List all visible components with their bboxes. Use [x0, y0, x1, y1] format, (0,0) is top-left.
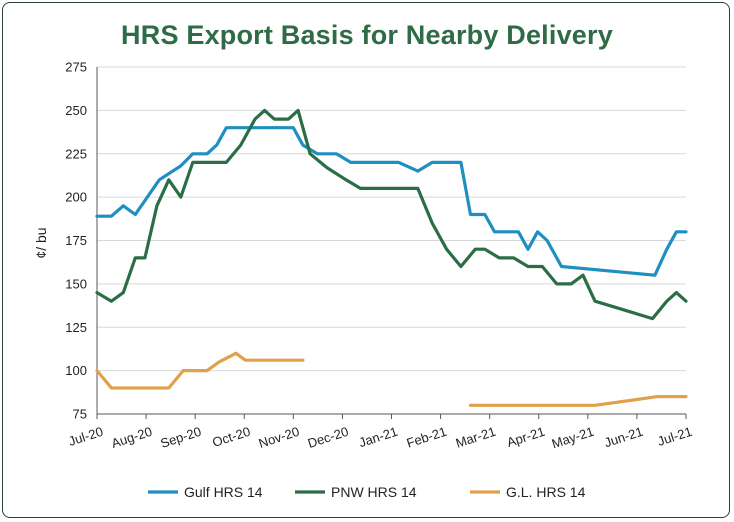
x-tick-label: Apr-21	[505, 424, 547, 450]
y-tick-label: 275	[65, 60, 87, 75]
x-tick-label: May-21	[550, 424, 596, 452]
x-tick-label: Jul-20	[67, 424, 105, 449]
x-tick-label: Nov-20	[257, 424, 302, 451]
grid	[97, 66, 686, 372]
y-tick-label: 125	[65, 320, 87, 335]
x-tick-label: Oct-20	[210, 424, 252, 450]
series-line-g-l-hrs-14	[95, 351, 305, 390]
y-tick-label: 150	[65, 276, 87, 291]
series-line-g-l-hrs-14	[468, 395, 688, 407]
y-tick-label: 250	[65, 103, 87, 118]
legend-label-pnw-hrs-14: PNW HRS 14	[331, 484, 417, 500]
x-tick-label: Mar-21	[454, 424, 498, 451]
y-tick-label: 75	[73, 407, 87, 422]
legend-label-gulf-hrs-14: Gulf HRS 14	[184, 484, 263, 500]
y-axis-label: ¢/ bu	[33, 227, 49, 258]
x-tick-label: Dec-20	[306, 424, 351, 451]
y-tick-label: 200	[65, 190, 87, 205]
chart-title: HRS Export Basis for Nearby Delivery	[121, 20, 613, 50]
x-tick-labels: Jul-20 Aug-20 Sep-20 Oct-20 Nov-20 Dec-20 Jan-…	[67, 414, 694, 451]
series-line-gulf-hrs-14	[95, 126, 688, 277]
y-tick-labels: 75 100 125 150 175 200 225 250 275	[65, 60, 87, 422]
x-tick-label: Jan-21	[357, 424, 399, 451]
series-lines	[95, 108, 688, 407]
x-tick-label: Feb-21	[405, 424, 449, 451]
x-tick-label: Jun-21	[602, 424, 644, 451]
y-tick-label: 100	[65, 363, 87, 378]
legend-label-g-l-hrs-14: G.L. HRS 14	[506, 484, 586, 500]
x-tick-label: Aug-20	[109, 424, 154, 451]
x-tick-label: Sep-20	[159, 424, 204, 451]
series-line-pnw-hrs-14	[95, 108, 688, 321]
y-tick-label: 225	[65, 146, 87, 161]
y-tick-label: 175	[65, 233, 87, 248]
x-tick-label: Jul-21	[656, 424, 694, 449]
legend: Gulf HRS 14 PNW HRS 14 G.L. HRS 14	[148, 484, 586, 500]
